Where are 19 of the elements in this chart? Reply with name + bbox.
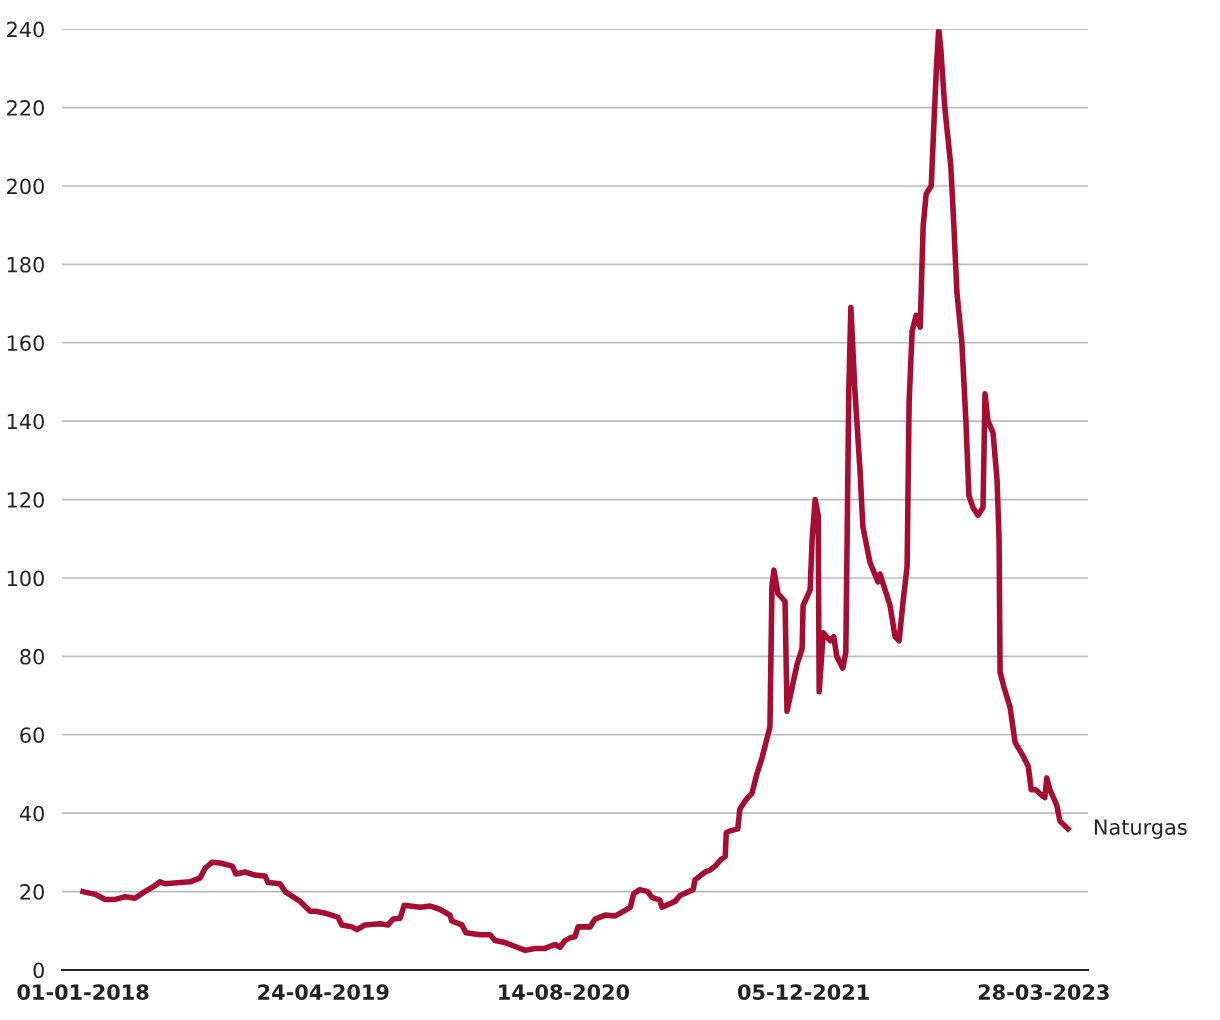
y-tick-label: 180 [7, 256, 44, 273]
y-tick-label: 0 [33, 962, 44, 979]
y-tick-label: 40 [19, 805, 44, 822]
x-tick-label: 24-04-2019 [258, 984, 389, 1001]
y-tick-label: 60 [20, 727, 44, 743]
x-tick-label: 01-01-2018 [17, 984, 149, 1001]
y-tick-label: 200 [7, 178, 44, 195]
y-tick-label: 140 [7, 413, 44, 430]
y-tick-label: 240 [7, 21, 44, 38]
y-tick-label: 120 [7, 492, 44, 508]
x-tick-label: 05-12-2021 [737, 984, 869, 1001]
x-tick-label: 14-08-2020 [499, 984, 630, 1001]
y-tick-label: 160 [7, 335, 44, 351]
y-tick-label: 220 [7, 100, 44, 116]
y-tick-label: 100 [7, 570, 44, 587]
x-tick-label: 28-03-2023 [978, 984, 1109, 1001]
series-label: Naturgas [1094, 819, 1187, 839]
y-tick-label: 20 [20, 884, 44, 900]
y-tick-label: 80 [20, 648, 44, 665]
